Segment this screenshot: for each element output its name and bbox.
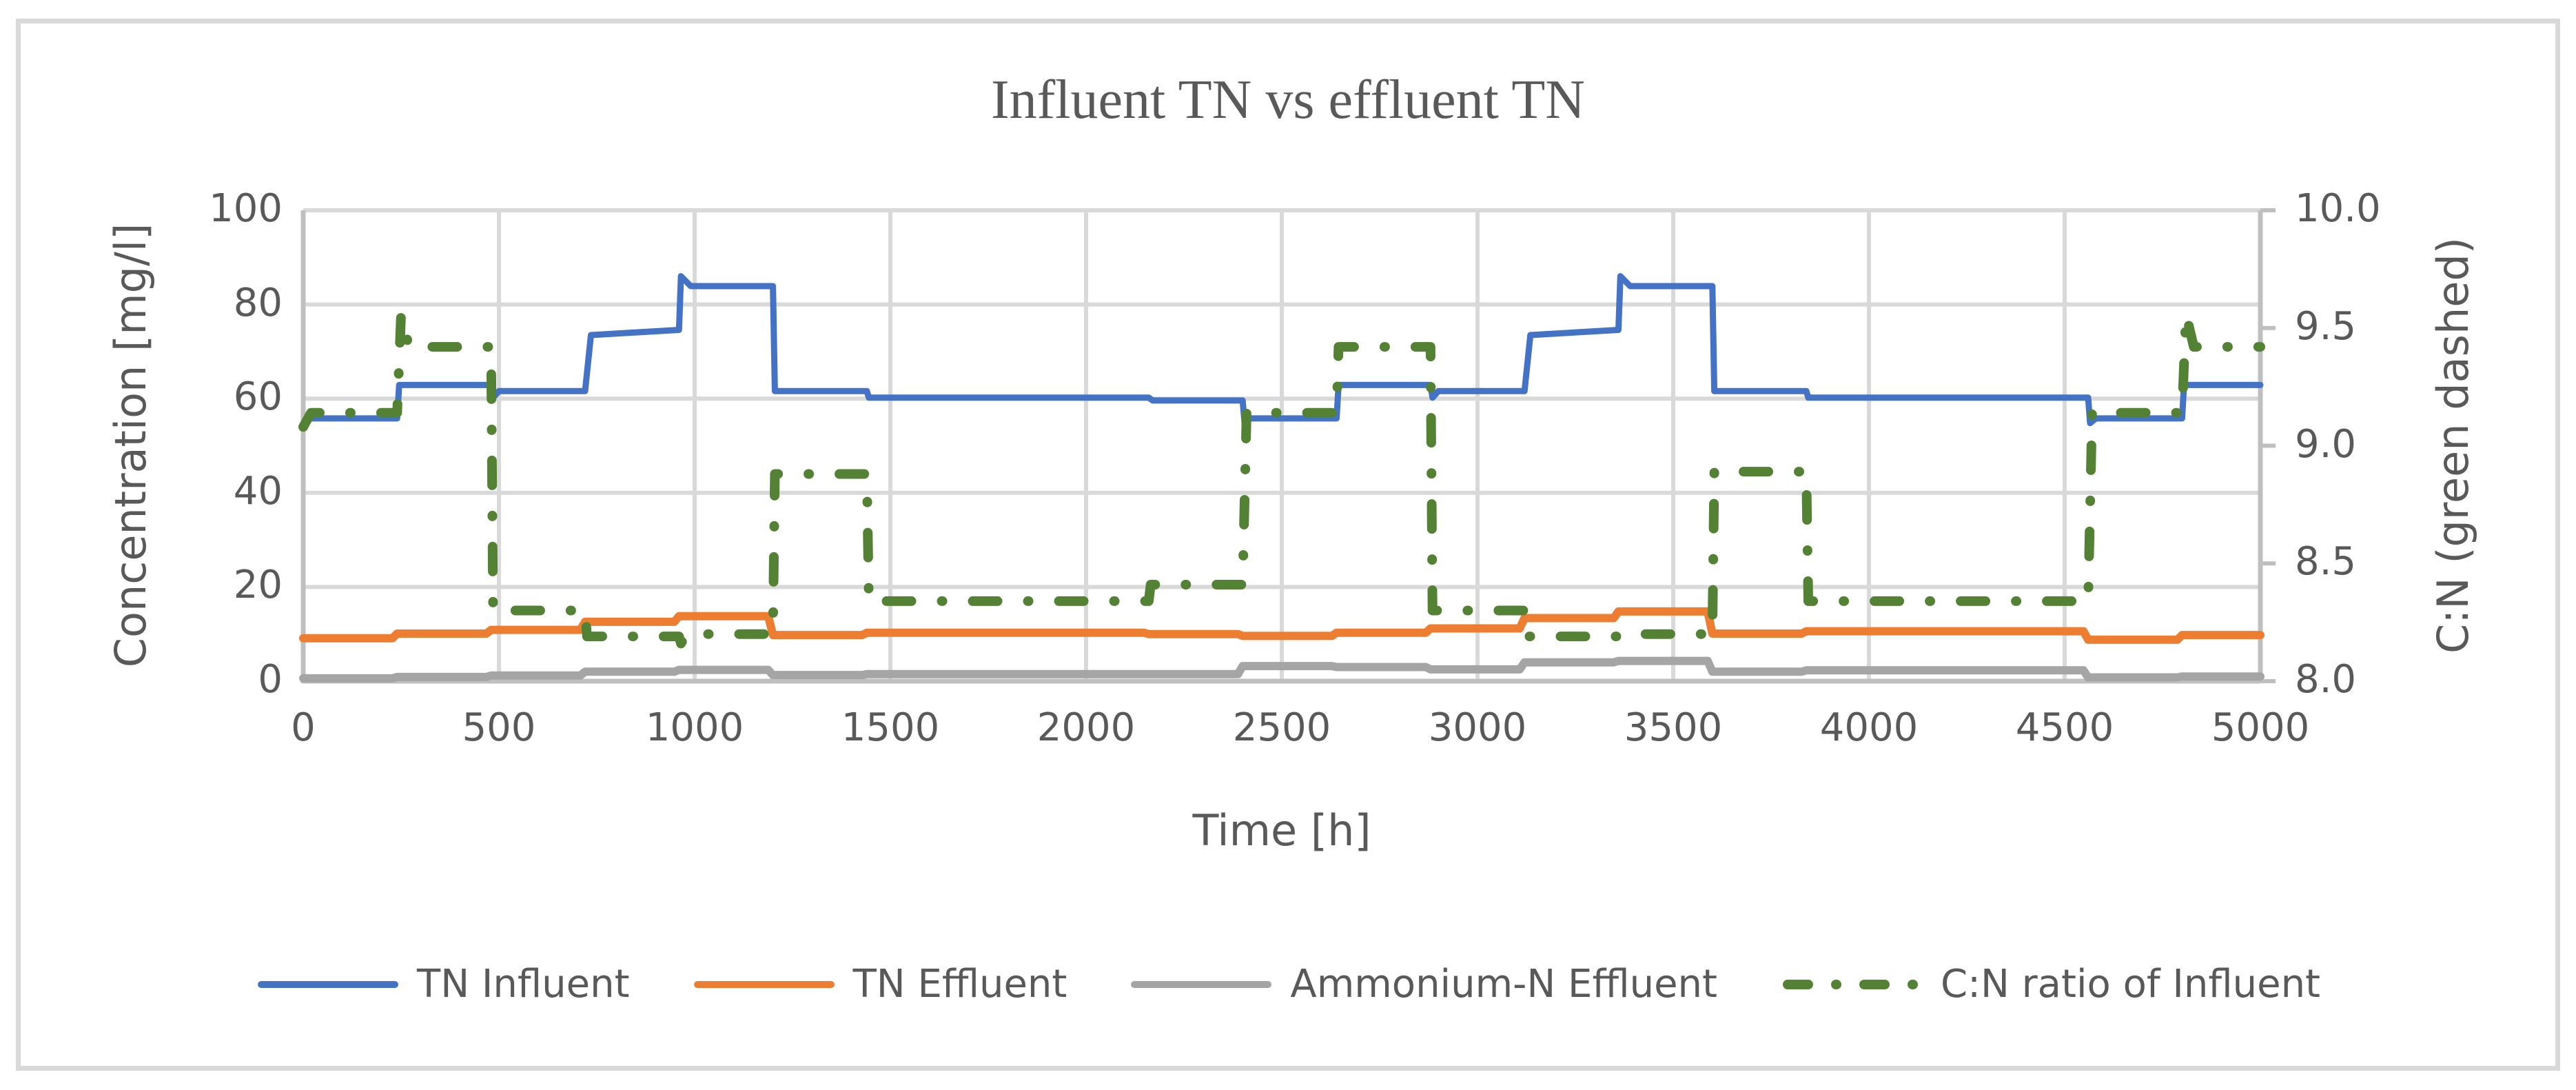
y-tick-label-left: 60: [233, 374, 283, 420]
y-tick-label-left: 100: [209, 186, 283, 231]
x-tick-label: 4500: [2015, 705, 2114, 750]
series-line-c-n-ratio-of-influent[interactable]: [298, 309, 2265, 649]
x-tick-label: 3000: [1428, 705, 1527, 750]
y-tick-label-left: 20: [233, 563, 283, 608]
y-tick-label-left: 40: [233, 468, 283, 514]
x-tick-label: 4000: [1819, 705, 1919, 750]
x-tick-label: 2500: [1232, 705, 1331, 750]
legend-line-icon: [257, 980, 398, 988]
y-tick-label-right: 9.5: [2295, 303, 2357, 349]
y-tick-label-left: 80: [233, 280, 283, 325]
x-tick-label: 1500: [841, 705, 940, 750]
legend-item-tn-effluent[interactable]: TN Effluent: [692, 962, 1067, 1007]
legend-label: C:N ratio of Influent: [1940, 962, 2321, 1007]
legend-item-cn-ratio[interactable]: C:N ratio of Influent: [1779, 962, 2320, 1007]
x-tick-label: 3500: [1624, 705, 1723, 750]
legend-item-ammonium-effluent[interactable]: Ammonium-N Effluent: [1129, 962, 1717, 1007]
x-tick-label: 2000: [1036, 705, 1136, 750]
x-axis-label: Time [h]: [1192, 805, 1371, 856]
chart-title: Influent TN vs effluent TN: [990, 70, 1586, 130]
legend-label: TN Effluent: [852, 962, 1067, 1007]
legend-label: Ammonium-N Effluent: [1290, 962, 1717, 1007]
legend-line-icon: [1131, 980, 1272, 988]
legend: TN Influent TN Effluent Ammonium-N Efflu…: [0, 962, 2576, 1007]
series-line-ammonium-n-effluent[interactable]: [299, 656, 2265, 683]
legend-line-icon: [693, 980, 835, 988]
chart-area: [16, 19, 2560, 1071]
y-tick-label-right: 9.0: [2295, 421, 2357, 467]
y-tick-label-right: 10.0: [2295, 186, 2381, 231]
y-axis-left-label: Concentration [mg/l]: [105, 223, 156, 668]
legend-label: TN Influent: [416, 962, 630, 1007]
legend-dashdot-icon: [1782, 979, 1922, 989]
x-tick-label: 500: [462, 705, 536, 750]
series-line-tn-effluent[interactable]: [299, 607, 2265, 644]
legend-item-tn-influent[interactable]: TN Influent: [256, 962, 630, 1007]
x-tick-label: 1000: [645, 705, 744, 750]
y-tick-label-right: 8.5: [2295, 539, 2357, 585]
x-tick-label: 0: [291, 705, 316, 750]
y-axis-right-label: C:N (green dashed): [2428, 237, 2478, 654]
x-tick-label: 5000: [2211, 705, 2310, 750]
y-tick-label-right: 8.0: [2295, 657, 2357, 702]
y-tick-label-left: 0: [258, 657, 283, 702]
